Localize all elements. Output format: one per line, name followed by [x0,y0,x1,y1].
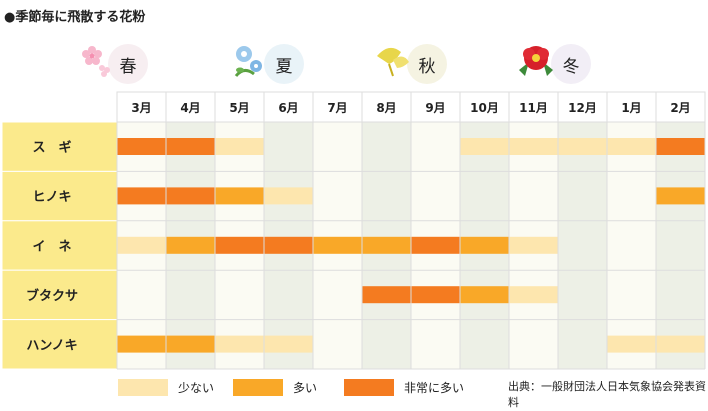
pollen-level-cell [656,187,705,205]
pollen-level-cell [117,138,166,155]
month-label: 5月 [229,101,249,115]
pollen-level-cell [215,236,264,254]
pollen-level-cell [117,335,166,353]
pollen-level-cell [166,335,215,353]
season-label-spring: 春 [119,56,137,77]
month-label: 2月 [670,101,690,115]
row-label: ハンノキ [26,338,77,353]
season-label-winter: 冬 [562,56,580,77]
pollen-level-cell [264,236,313,254]
ginkgo-leaf-icon [377,47,409,77]
pollen-level-cell [166,138,215,155]
cherry-blossom-icon [82,46,110,77]
pollen-level-cell [313,236,362,254]
month-label: 11月 [519,101,548,115]
column-background [656,122,705,369]
pollen-level-cell [460,236,509,254]
season-summer-badge: 夏 [234,44,304,84]
season-label-summer: 夏 [275,56,293,77]
legend-label-very-high: 非常に多い [404,380,465,395]
pollen-level-cell [264,187,313,205]
pollen-level-cell [607,335,656,353]
pollen-level-cell [117,236,166,254]
legend-swatch-low [118,378,168,396]
season-winter-badge: 冬 [519,44,591,84]
pollen-level-cell [166,236,215,254]
month-label: 3月 [131,101,151,115]
pollen-level-cell [411,236,460,254]
month-label: 10月 [470,101,499,115]
row-header-cell [1,220,118,271]
pollen-level-cell [215,335,264,353]
season-label-autumn: 秋 [418,56,436,77]
morning-glory-icon [234,46,262,77]
row-header-cell [1,269,118,321]
legend-swatch-high [233,378,283,396]
column-background [558,122,607,369]
column-background [607,122,656,369]
row-header-cell [1,319,118,370]
chart-title: ●季節毎に飛散する花粉 [4,10,146,25]
month-label: 7月 [327,101,347,115]
pollen-level-cell [460,138,509,155]
season-spring-badge: 春 [82,44,148,84]
pollen-level-cell [362,236,411,254]
month-label: 6月 [278,101,298,115]
pollen-level-cell [607,138,656,155]
pollen-level-cell [215,187,264,205]
pollen-level-cell [117,187,166,205]
pollen-level-cell [656,138,705,155]
month-label: 4月 [180,101,200,115]
row-label: ブタクサ [26,288,78,304]
month-label: 12月 [568,101,597,115]
legend-label-high: 多い [293,380,318,395]
camellia-icon [519,46,553,76]
row-label: ス ギ [32,140,71,156]
month-label: 1月 [621,101,641,115]
pollen-level-cell [509,236,558,254]
legend-swatch-very-high [344,378,394,396]
pollen-level-cell [411,286,460,304]
row-header-cell [1,121,118,172]
legend-item-low: 少ない [118,378,214,396]
pollen-level-cell [509,286,558,304]
season-autumn-badge: 秋 [377,44,447,84]
pollen-level-cell [460,286,509,304]
legend-item-high: 多い [233,378,317,396]
pollen-level-cell [264,335,313,353]
month-label: 9月 [425,101,445,115]
legend-label-low: 少ない [178,380,215,395]
pollen-level-cell [509,138,558,155]
pollen-level-cell [166,187,215,205]
pollen-level-cell [362,286,411,304]
pollen-level-cell [558,138,607,155]
pollen-level-cell [215,138,264,155]
legend-item-very-high: 非常に多い [344,378,464,396]
month-label: 8月 [376,101,396,115]
row-label: イ ネ [32,240,71,255]
row-label: ヒノキ [32,190,71,205]
pollen-level-cell [656,335,705,353]
source-note: 出典：一般財団法人日本気象協会発表資料 [508,380,706,409]
